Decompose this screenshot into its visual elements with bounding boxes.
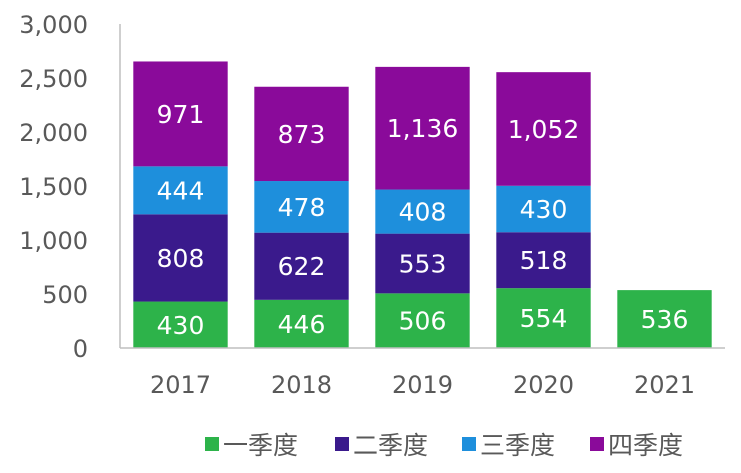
legend-label: 一季度 [223,431,298,460]
data-label: 808 [157,244,205,273]
bar-segment [254,181,349,233]
legend: 一季度 二季度 三季度 四季度 [205,431,683,460]
bar-segment [254,232,349,300]
bar-segment [496,232,591,289]
bar-segment [133,61,228,167]
data-label: 408 [399,198,447,227]
data-label: 518 [520,246,568,275]
data-label: 446 [278,310,326,339]
bar-segment [375,66,470,190]
y-tick-label: 2,500 [19,65,88,93]
legend-swatch [205,437,219,451]
legend-swatch [462,437,476,451]
bar-segment [496,288,591,348]
y-tick-label: 500 [42,281,88,309]
y-tick-label: 0 [73,335,88,363]
x-tick-label: 2017 [150,371,211,399]
data-label: 553 [399,249,447,278]
bar-segment [133,166,228,215]
y-tick-label: 3,000 [19,11,88,39]
bar-segment [133,301,228,348]
data-label: 1,136 [387,114,459,143]
bar-segment [133,214,228,302]
data-label: 444 [157,176,205,205]
data-label: 506 [399,307,447,336]
legend-item: 三季度 [462,431,555,460]
x-axis: 2017 2018 2019 2020 2021 [120,347,725,399]
bar-segment [496,72,591,186]
data-label: 1,052 [508,115,580,144]
bars: 430 808 444 971 446 622 478 873 506 553 408 1,136 55… [133,61,712,348]
y-tick-label: 1,500 [19,173,88,201]
legend-label: 三季度 [480,431,555,460]
legend-label: 四季度 [608,431,683,460]
x-tick-label: 2018 [271,371,332,399]
bar-segment [254,299,349,348]
x-tick-label: 2019 [392,371,453,399]
x-tick-label: 2020 [513,371,574,399]
data-label: 430 [157,311,205,340]
data-label: 971 [157,100,205,129]
bar-segment [375,293,470,348]
bar-segment [254,86,349,182]
legend-label: 二季度 [353,431,428,460]
x-tick-label: 2021 [634,371,695,399]
bar-segment [375,189,470,234]
legend-swatch [335,437,349,451]
legend-swatch [590,437,604,451]
data-label: 430 [520,195,568,224]
data-label: 554 [520,304,568,333]
y-axis: 0 500 1,000 1,500 2,000 2,500 3,000 [19,11,121,363]
y-tick-label: 1,000 [19,227,88,255]
bar-segment [375,233,470,294]
data-label: 622 [278,252,326,281]
y-tick-label: 2,000 [19,119,88,147]
bar-segment [496,185,591,233]
data-label: 478 [278,193,326,222]
legend-item: 四季度 [590,431,683,460]
legend-item: 二季度 [335,431,428,460]
data-label: 873 [278,120,326,149]
data-label: 536 [641,305,689,334]
legend-item: 一季度 [205,431,298,460]
bar-segment [617,290,712,348]
